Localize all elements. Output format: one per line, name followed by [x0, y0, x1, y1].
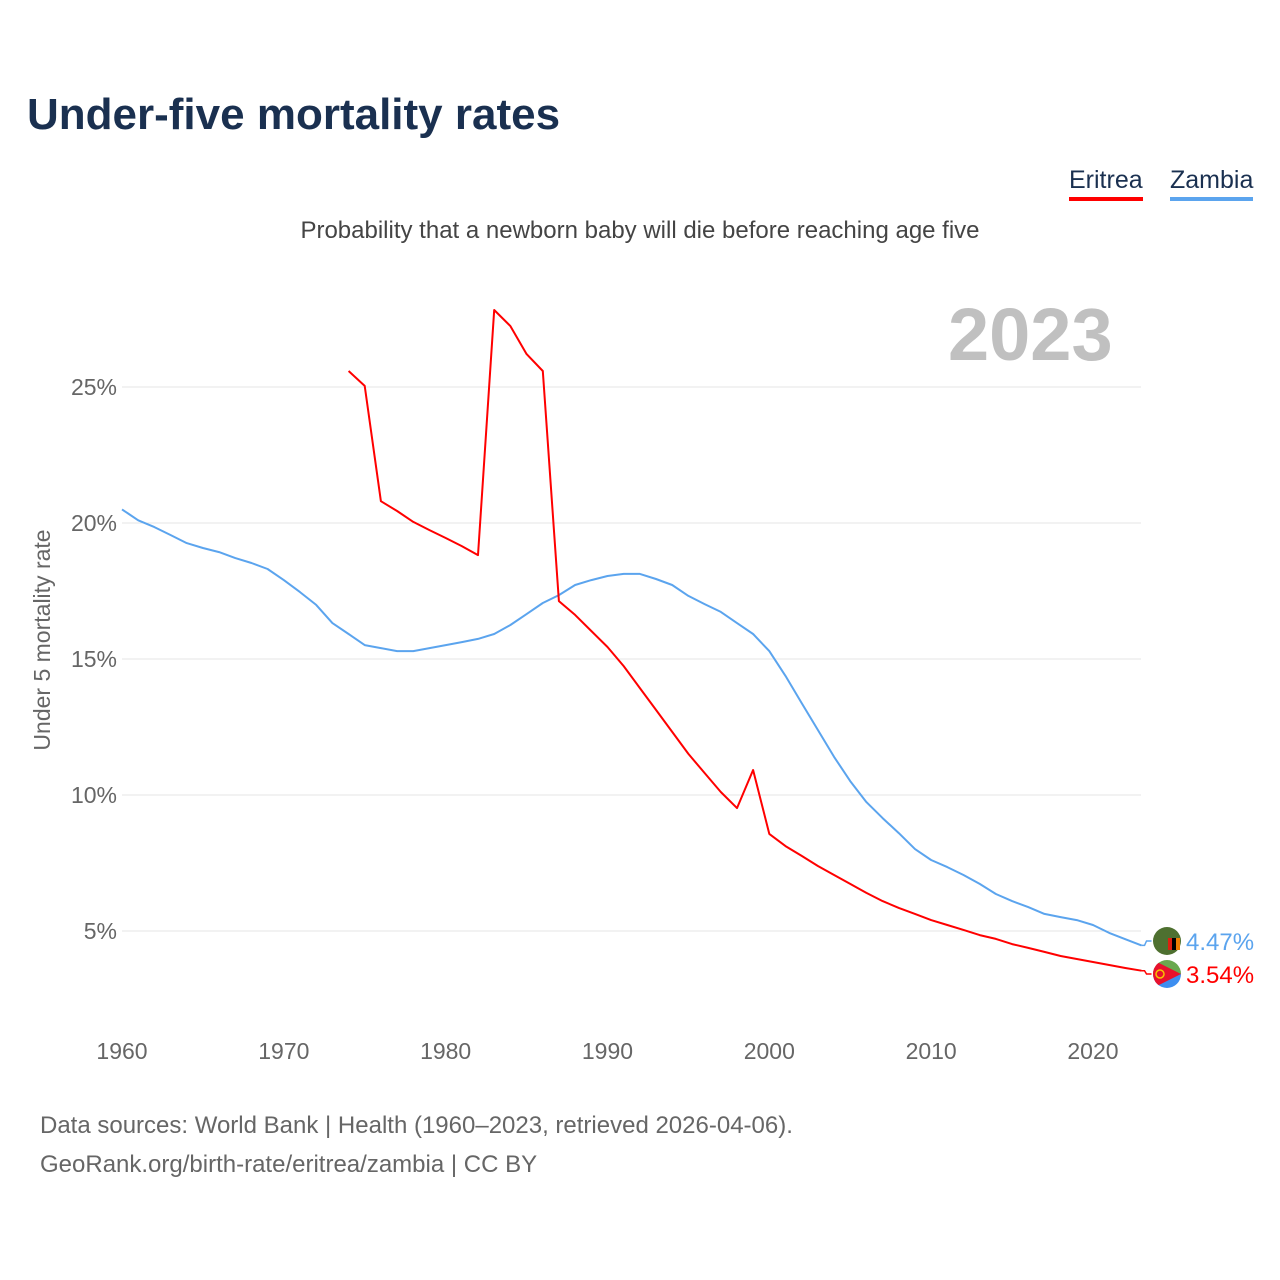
series-line-eritrea[interactable]: [347, 309, 1142, 972]
legend-zambia[interactable]: Zambia: [1170, 166, 1254, 201]
year-label: 2023: [948, 293, 1113, 376]
chart-title: Under-five mortality rates: [27, 90, 561, 139]
source-line-2[interactable]: GeoRank.org/birth-rate/eritrea/zambia | …: [40, 1151, 538, 1178]
end-value-zambia: 4.47%: [1186, 929, 1254, 956]
x-tick-label: 2020: [1067, 1038, 1118, 1064]
y-tick-label: 15%: [71, 646, 117, 672]
source-note: Data sources: World Bank | Health (1960–…: [40, 1106, 793, 1184]
y-tick-label: 10%: [71, 782, 117, 808]
y-axis-label: Under 5 mortality rate: [29, 529, 55, 750]
x-tick-label: 1960: [96, 1038, 147, 1064]
chart-subtitle: Probability that a newborn baby will die…: [300, 217, 980, 244]
end-connector: [1141, 940, 1152, 947]
end-connector: [1141, 969, 1152, 975]
series-line-zambia[interactable]: [121, 508, 1142, 947]
legend-eritrea[interactable]: Eritrea: [1069, 166, 1143, 201]
x-tick-label: 2000: [744, 1038, 795, 1064]
end-value-eritrea: 3.54%: [1186, 962, 1254, 989]
source-line-1: Data sources: World Bank | Health (1960–…: [40, 1112, 793, 1139]
x-tick-label: 1990: [582, 1038, 633, 1064]
x-tick-label: 1970: [258, 1038, 309, 1064]
y-tick-label: 25%: [71, 374, 117, 400]
flag-zambia-icon: [1153, 927, 1181, 955]
x-tick-label: 2010: [906, 1038, 957, 1064]
y-tick-label: 5%: [84, 918, 117, 944]
flag-eritrea-icon: [1153, 960, 1181, 988]
y-tick-label: 20%: [71, 510, 117, 536]
x-tick-label: 1980: [420, 1038, 471, 1064]
